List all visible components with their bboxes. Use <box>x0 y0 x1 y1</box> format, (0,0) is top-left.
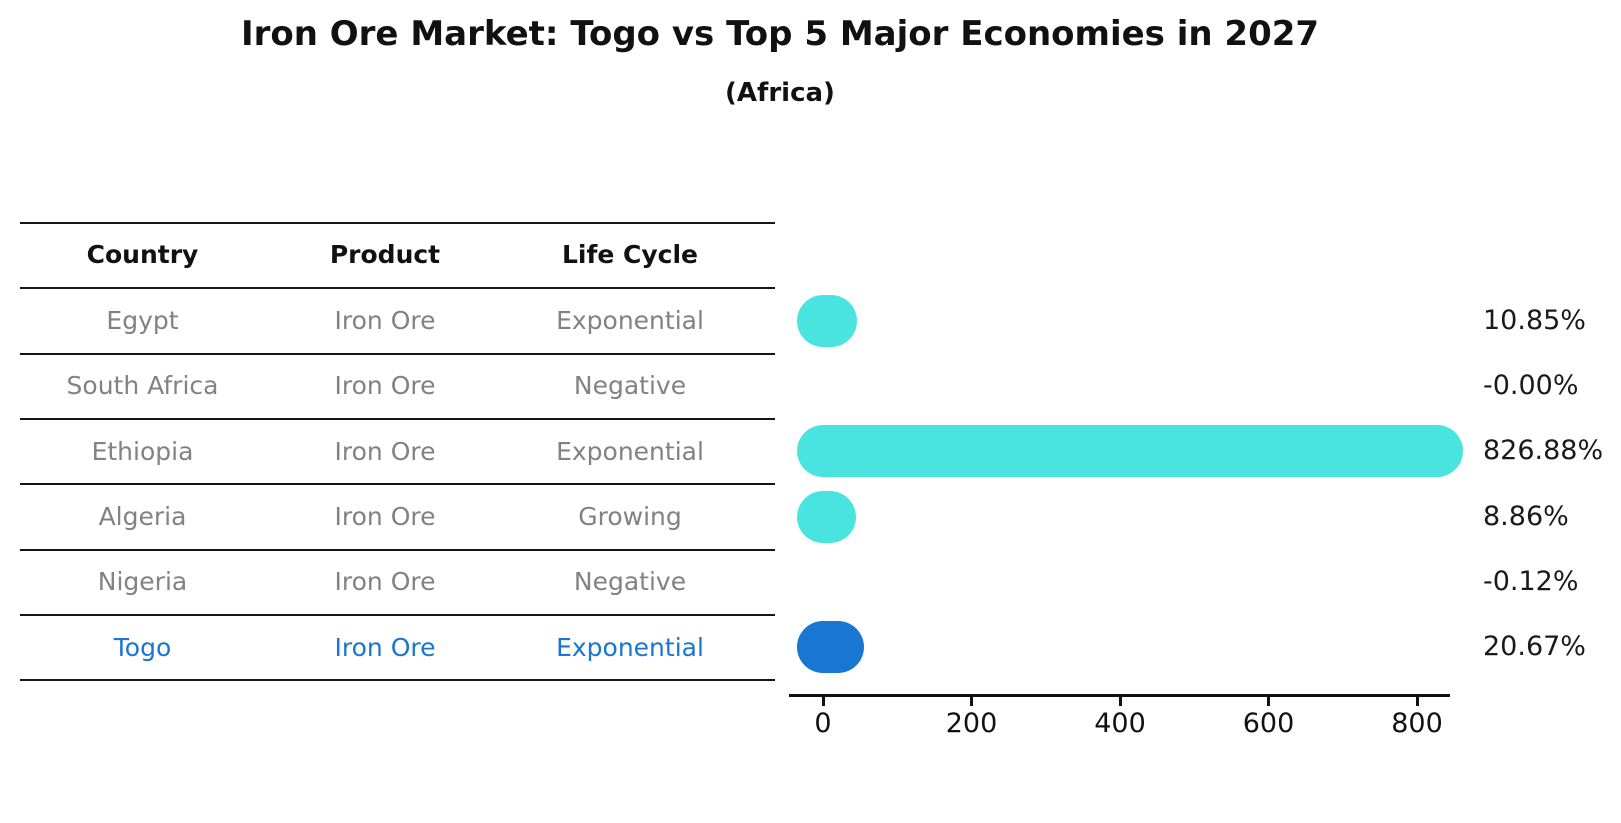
bar-togo <box>797 621 865 674</box>
cell-lifecycle: Exponential <box>556 632 704 662</box>
table-row-ethiopia: Ethiopia Iron Ore Exponential <box>0 419 800 484</box>
x-axis-tick <box>821 697 825 706</box>
bar-ethiopia <box>797 425 1463 478</box>
column-header-country: Country <box>86 240 199 269</box>
cell-country: Algeria <box>98 501 187 531</box>
table-rule <box>20 287 775 290</box>
table-rule <box>20 417 775 420</box>
cell-country: South Africa <box>66 371 219 401</box>
table-row-algeria: Algeria Iron Ore Growing <box>0 484 800 549</box>
bar-egypt <box>797 294 858 347</box>
cell-country: Nigeria <box>97 567 188 597</box>
cell-product: Iron Ore <box>334 501 436 531</box>
chart-title: Iron Ore Market: Togo vs Top 5 Major Eco… <box>240 14 1320 54</box>
cell-product: Iron Ore <box>334 436 436 466</box>
cell-country: Togo <box>113 632 172 662</box>
x-axis-tick-label: 800 <box>1391 708 1443 739</box>
table-rule <box>20 222 775 224</box>
table-rule <box>20 352 775 355</box>
x-axis-tick <box>1118 697 1122 706</box>
table-row-nigeria: Nigeria Iron Ore Negative <box>0 549 800 614</box>
cell-product: Iron Ore <box>334 371 436 401</box>
cell-product: Iron Ore <box>334 632 436 662</box>
table-header-row: Country Product Life Cycle <box>0 222 800 287</box>
table-rule <box>20 613 775 616</box>
value-label-south-africa: -0.00% <box>1483 369 1579 401</box>
cell-country: Egypt <box>106 306 179 335</box>
cell-country: Ethiopia <box>91 436 194 466</box>
value-label-algeria: 8.86% <box>1483 500 1569 532</box>
cell-product: Iron Ore <box>334 567 436 597</box>
chart-subtitle: (Africa) <box>725 78 835 108</box>
x-axis-tick <box>1415 697 1419 706</box>
x-axis-line <box>789 694 1450 697</box>
cell-lifecycle: Growing <box>578 501 682 531</box>
table-rule <box>20 483 775 486</box>
table-rule <box>20 679 775 682</box>
column-header-product: Product <box>329 240 441 269</box>
cell-lifecycle: Negative <box>573 567 687 597</box>
cell-lifecycle: Negative <box>573 371 687 401</box>
table-rule <box>20 548 775 551</box>
value-label-togo: 20.67% <box>1483 631 1586 663</box>
table-row-south-africa: South Africa Iron Ore Negative <box>0 353 800 418</box>
x-axis-tick-label: 600 <box>1242 708 1295 739</box>
x-axis-tick-label: 400 <box>1094 708 1146 739</box>
column-header-lifecycle: Life Cycle <box>561 240 699 269</box>
value-label-egypt: 10.85% <box>1483 304 1586 336</box>
x-axis-tick <box>1267 697 1270 706</box>
x-axis-tick-label: 200 <box>945 708 998 739</box>
cell-lifecycle: Exponential <box>556 436 704 466</box>
table-row-egypt: Egypt Iron Ore Exponential <box>0 288 800 353</box>
cell-product: Iron Ore <box>334 306 436 335</box>
cell-lifecycle: Exponential <box>556 306 704 335</box>
bar-algeria <box>797 490 856 543</box>
value-label-nigeria: -0.12% <box>1483 565 1579 597</box>
value-label-ethiopia: 826.88% <box>1483 435 1604 467</box>
table-row-togo: Togo Iron Ore Exponential <box>0 615 800 680</box>
x-axis-tick <box>970 697 973 706</box>
x-axis-tick-label: 0 <box>814 708 832 739</box>
